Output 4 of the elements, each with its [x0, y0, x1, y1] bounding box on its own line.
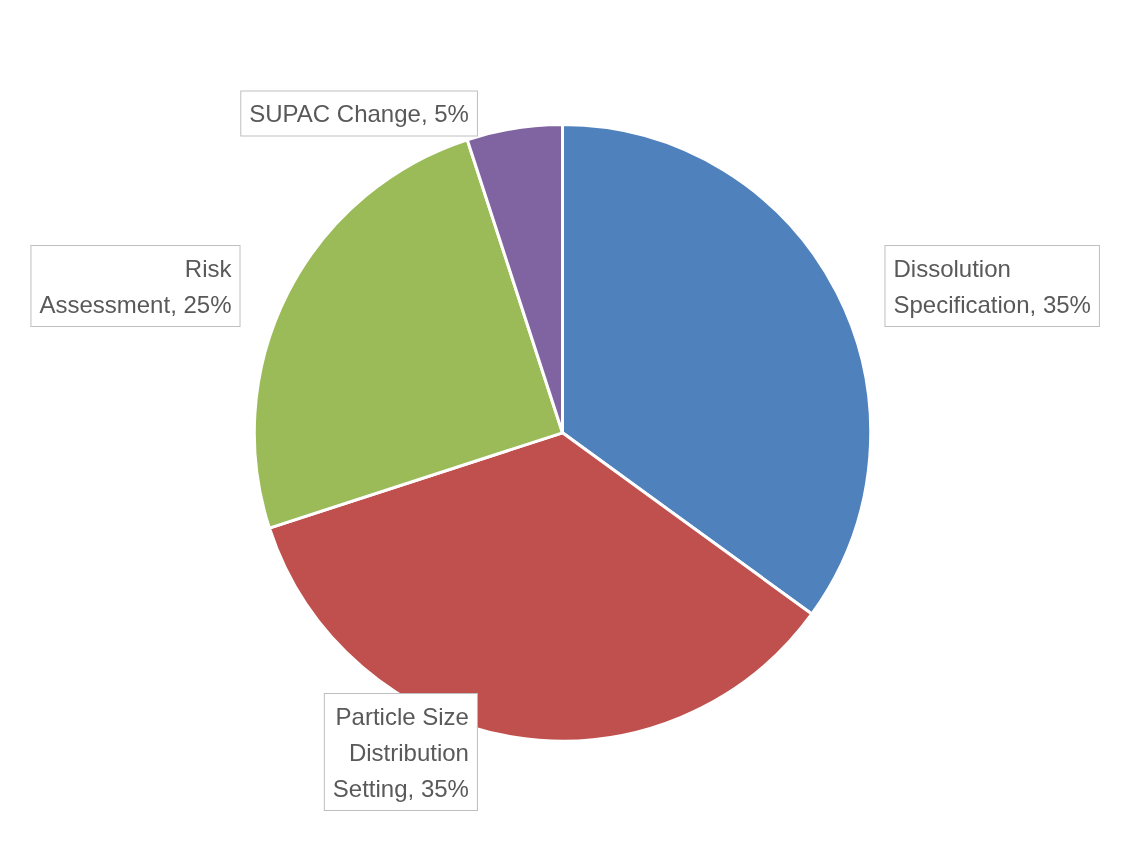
slice-label: Risk Assessment, 25% [39, 254, 233, 318]
slice-label: Dissolution Specification, 35% [893, 254, 1091, 318]
slice-label: SUPAC Change, 5% [249, 100, 469, 128]
slice-label: Particle Size Distribution Setting, 35% [332, 702, 469, 802]
